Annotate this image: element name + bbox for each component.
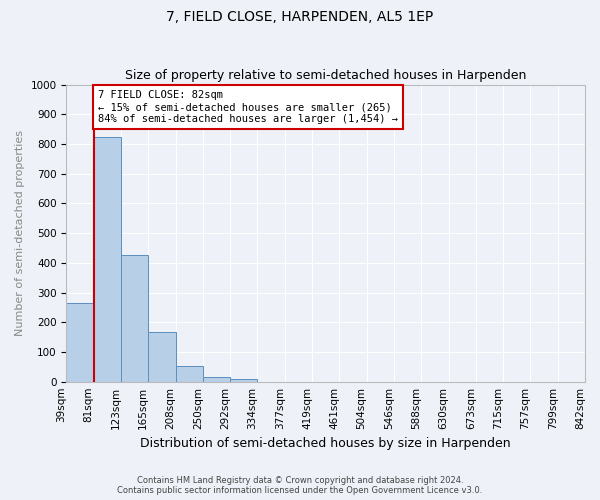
Bar [176, 366, 203, 382]
Bar [148, 332, 176, 382]
Y-axis label: Number of semi-detached properties: Number of semi-detached properties [15, 130, 25, 336]
Bar [203, 377, 230, 382]
Bar [94, 136, 121, 382]
Bar [121, 256, 148, 382]
Text: 7 FIELD CLOSE: 82sqm
← 15% of semi-detached houses are smaller (265)
84% of semi: 7 FIELD CLOSE: 82sqm ← 15% of semi-detac… [98, 90, 398, 124]
Title: Size of property relative to semi-detached houses in Harpenden: Size of property relative to semi-detach… [125, 69, 526, 82]
X-axis label: Distribution of semi-detached houses by size in Harpenden: Distribution of semi-detached houses by … [140, 437, 511, 450]
Text: 7, FIELD CLOSE, HARPENDEN, AL5 1EP: 7, FIELD CLOSE, HARPENDEN, AL5 1EP [166, 10, 434, 24]
Text: Contains HM Land Registry data © Crown copyright and database right 2024.
Contai: Contains HM Land Registry data © Crown c… [118, 476, 482, 495]
Bar [230, 378, 257, 382]
Bar [67, 303, 94, 382]
